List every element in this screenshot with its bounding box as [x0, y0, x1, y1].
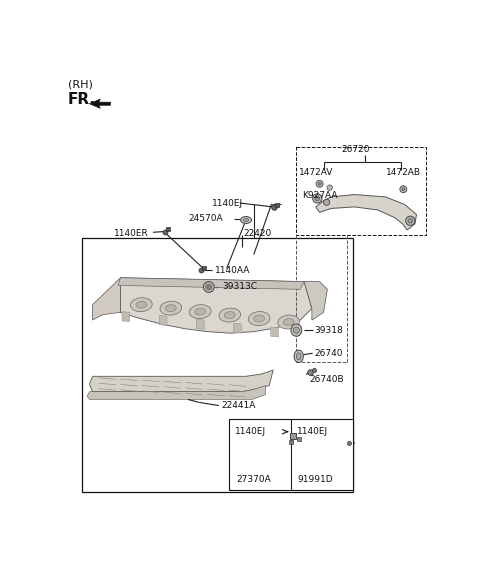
- Text: 26740B: 26740B: [310, 375, 344, 384]
- Polygon shape: [271, 327, 278, 337]
- Ellipse shape: [195, 308, 206, 315]
- Ellipse shape: [240, 217, 252, 223]
- Circle shape: [204, 282, 214, 292]
- Ellipse shape: [136, 301, 147, 308]
- Polygon shape: [159, 315, 167, 325]
- Polygon shape: [316, 194, 417, 230]
- Text: 1472AB: 1472AB: [385, 168, 420, 177]
- Text: K927AA: K927AA: [302, 191, 338, 200]
- Circle shape: [206, 284, 212, 290]
- Text: 39313C: 39313C: [223, 282, 258, 292]
- Circle shape: [315, 196, 320, 201]
- Ellipse shape: [294, 350, 303, 363]
- Text: 1140ER: 1140ER: [114, 229, 149, 237]
- Text: 22420: 22420: [243, 229, 271, 237]
- Circle shape: [408, 218, 413, 223]
- Circle shape: [327, 185, 333, 190]
- Text: 26740: 26740: [314, 349, 343, 358]
- Ellipse shape: [166, 304, 176, 311]
- Text: 22441A: 22441A: [221, 401, 255, 410]
- Polygon shape: [196, 320, 204, 329]
- Circle shape: [318, 182, 321, 185]
- Polygon shape: [93, 278, 120, 320]
- Ellipse shape: [243, 218, 249, 222]
- Circle shape: [400, 186, 407, 193]
- Text: 1140AA: 1140AA: [215, 265, 251, 275]
- Bar: [229, 420, 353, 490]
- Circle shape: [402, 187, 405, 191]
- Text: (RH): (RH): [68, 79, 93, 89]
- Circle shape: [316, 180, 323, 187]
- Circle shape: [312, 194, 322, 203]
- Ellipse shape: [254, 315, 264, 322]
- Polygon shape: [89, 370, 273, 392]
- Text: 24570A: 24570A: [189, 214, 223, 223]
- Text: FR.: FR.: [68, 91, 96, 107]
- Text: 26720: 26720: [341, 145, 370, 154]
- Ellipse shape: [283, 318, 294, 325]
- Ellipse shape: [248, 311, 270, 325]
- Bar: [296, 147, 426, 235]
- Circle shape: [293, 327, 300, 333]
- Text: 1140EJ: 1140EJ: [235, 427, 266, 436]
- Bar: [82, 237, 353, 492]
- Ellipse shape: [160, 301, 181, 315]
- Polygon shape: [120, 278, 312, 333]
- Polygon shape: [234, 323, 241, 333]
- Polygon shape: [304, 282, 327, 320]
- Circle shape: [207, 285, 210, 289]
- Ellipse shape: [219, 308, 240, 322]
- Ellipse shape: [190, 304, 211, 318]
- Text: 39318: 39318: [314, 325, 343, 335]
- Polygon shape: [118, 278, 304, 289]
- Text: 91991D: 91991D: [297, 475, 333, 484]
- Polygon shape: [122, 311, 130, 322]
- Circle shape: [406, 216, 415, 225]
- Ellipse shape: [291, 324, 302, 336]
- Text: 1140EJ: 1140EJ: [212, 198, 243, 208]
- Ellipse shape: [278, 315, 300, 329]
- Ellipse shape: [224, 311, 235, 318]
- Ellipse shape: [131, 298, 152, 311]
- Polygon shape: [89, 99, 110, 108]
- Text: 1472AV: 1472AV: [299, 168, 333, 177]
- Text: 27370A: 27370A: [237, 475, 272, 484]
- Text: 1140EJ: 1140EJ: [297, 427, 328, 436]
- Polygon shape: [87, 385, 265, 399]
- Circle shape: [324, 199, 330, 205]
- Ellipse shape: [296, 353, 301, 360]
